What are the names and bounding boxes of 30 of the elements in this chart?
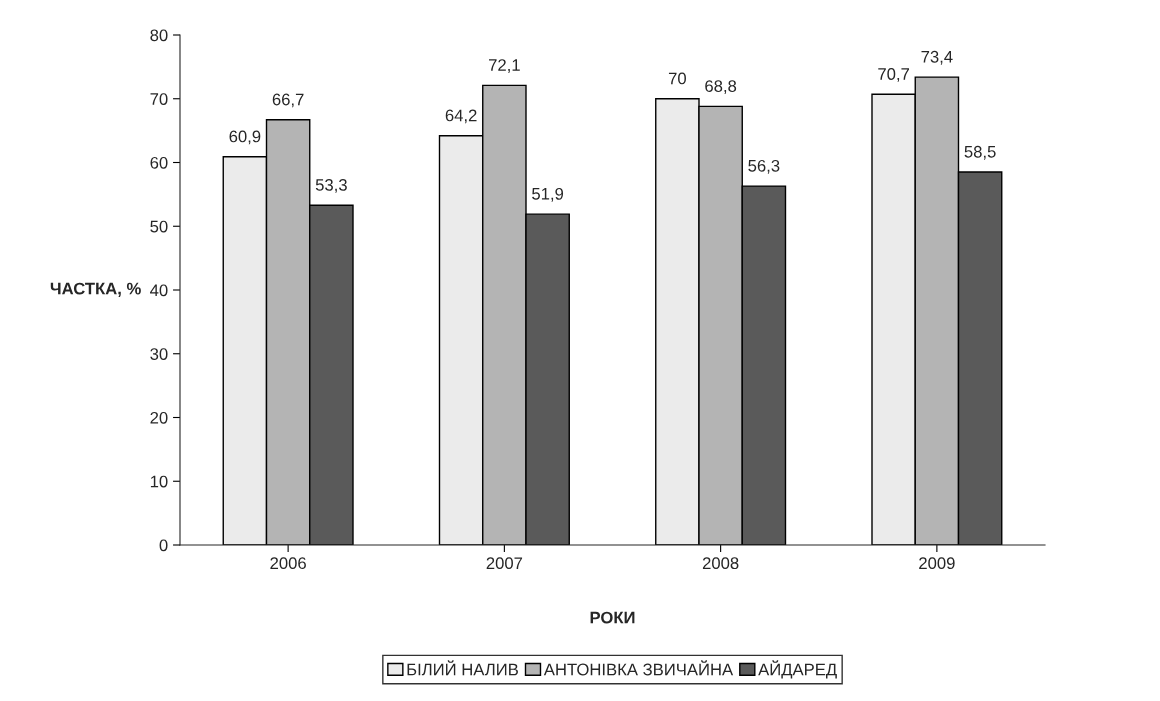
- y-tick-label: 20: [150, 411, 168, 424]
- y-tick-label: 80: [150, 29, 168, 42]
- y-axis-title: ЧАСТКА, %: [50, 282, 141, 297]
- x-tick-label: 2009: [919, 557, 955, 570]
- data-label: 70,7: [878, 68, 910, 82]
- legend-label: БІЛИЙ НАЛИВ: [407, 660, 518, 676]
- data-label: 70: [668, 72, 686, 85]
- y-tick-label: 10: [150, 475, 168, 488]
- data-label: 73,4: [921, 50, 953, 65]
- legend-label: АЙДАРЕД: [758, 660, 837, 679]
- legend-label: АНТОНІВКА ЗВИЧАЙНА: [543, 660, 734, 676]
- data-label: 51,9: [532, 187, 564, 202]
- y-tick-label: 50: [150, 220, 168, 233]
- x-tick-label: 2008: [702, 557, 739, 570]
- x-tick-label: 2007: [486, 557, 523, 570]
- y-tick-label: 30: [150, 348, 168, 360]
- y-tick-label: 70: [150, 93, 168, 105]
- x-axis-title: РОКИ: [590, 611, 635, 624]
- data-label: 60,9: [229, 130, 261, 145]
- y-tick-label: 60: [150, 156, 168, 169]
- data-label: 53,3: [315, 179, 347, 193]
- data-label: 58,5: [964, 145, 996, 160]
- x-tick-label: 2006: [270, 557, 306, 570]
- data-label: 66,7: [272, 93, 304, 108]
- data-label: 72,1: [489, 59, 520, 73]
- data-label: 64,2: [445, 109, 477, 124]
- data-label: 68,8: [705, 80, 737, 94]
- y-tick-label: 0: [159, 539, 168, 552]
- y-tick-label: 40: [150, 284, 168, 297]
- data-label: 56,3: [748, 159, 780, 174]
